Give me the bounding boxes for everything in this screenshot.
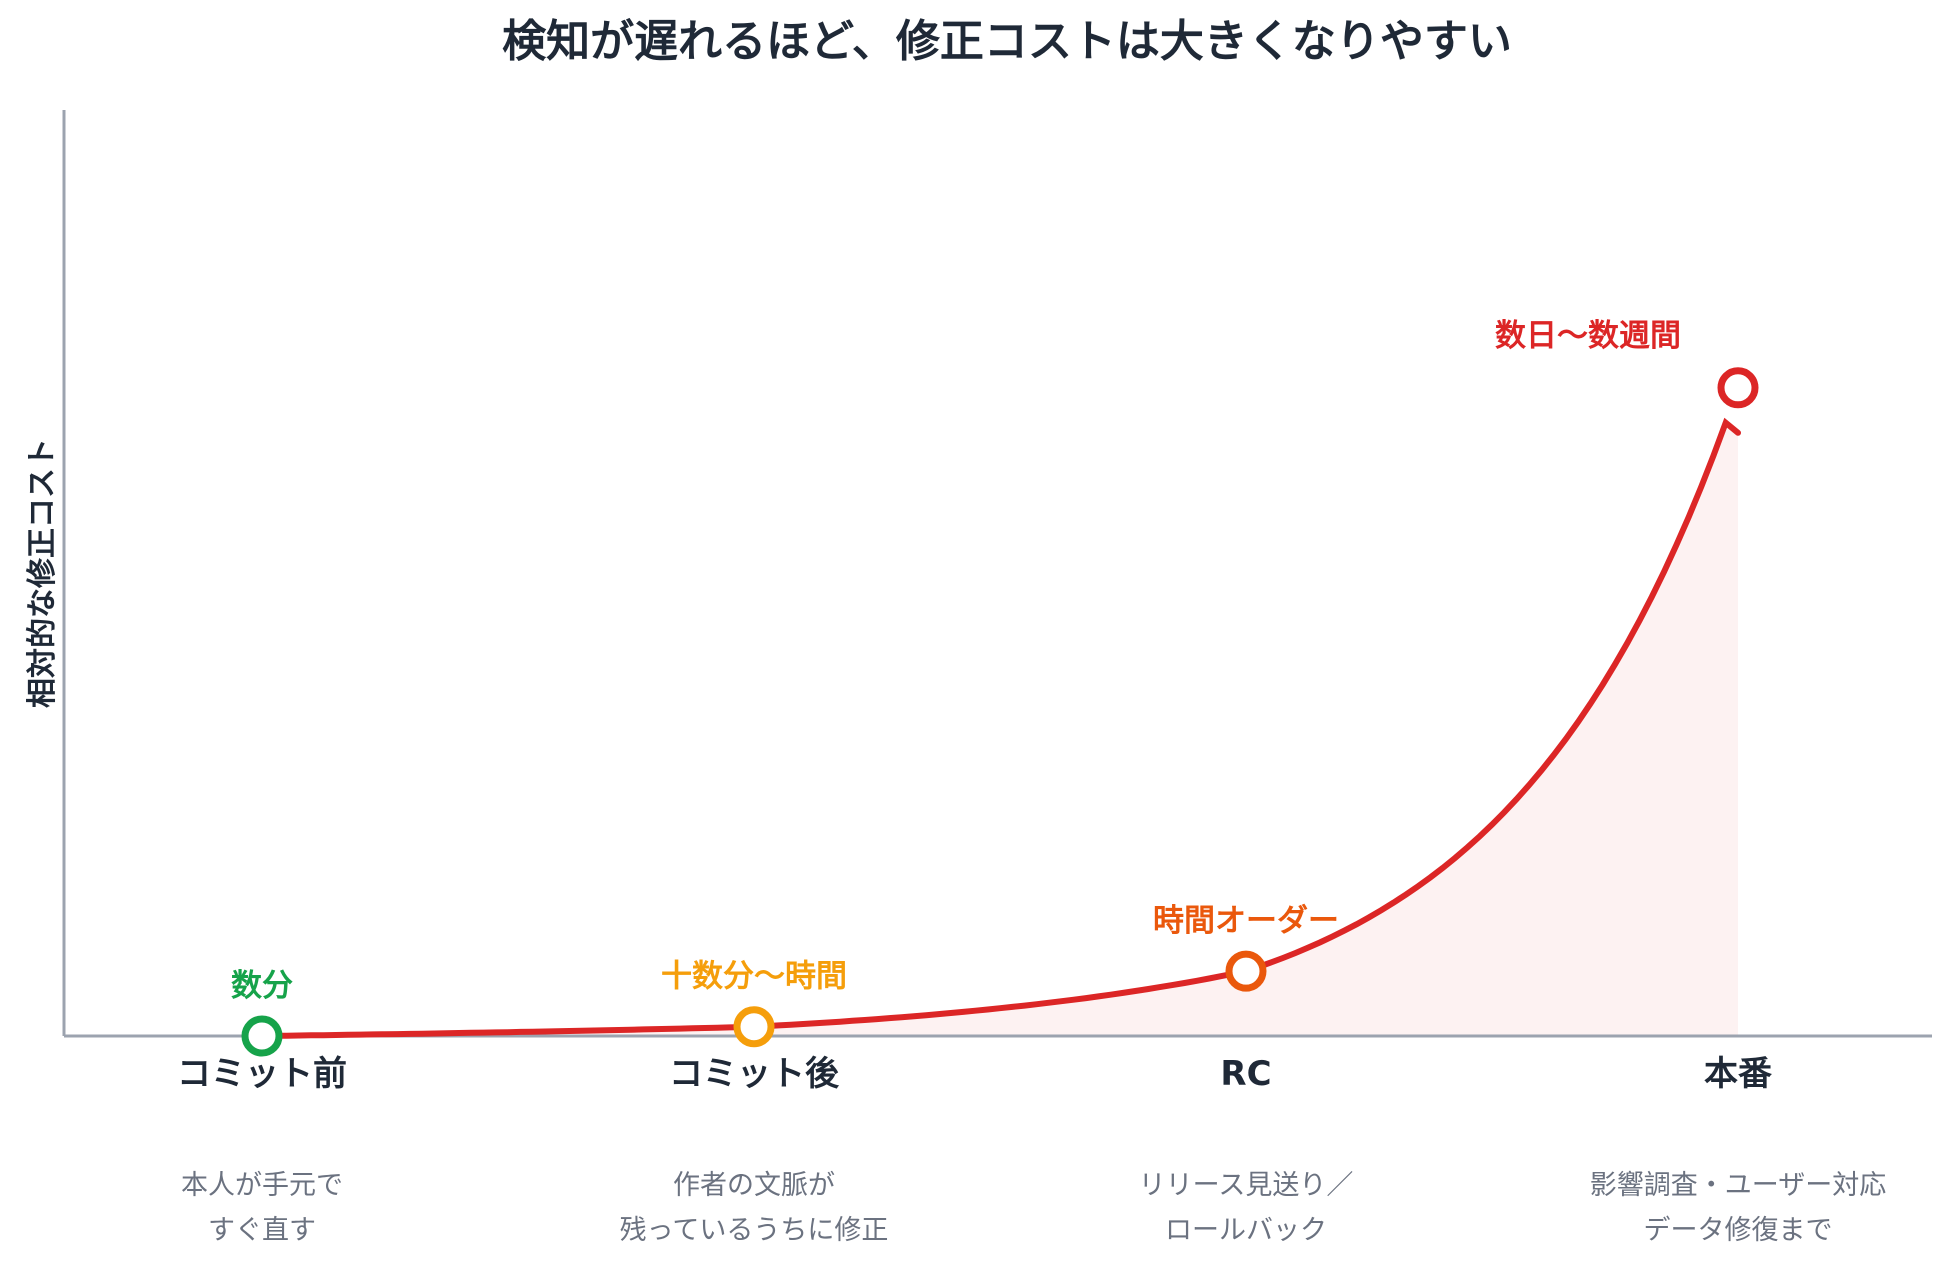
chart-title: 検知が遅れるほど、修正コストは大きくなりやすい	[502, 16, 1512, 67]
y-axis-label: 相対的な修正コスト	[25, 438, 60, 708]
stage-description-4-line-1: 影響調査・ユーザー対応	[1590, 1170, 1886, 1201]
x-tick-label-3: RC	[1220, 1054, 1271, 1094]
stage-description-2-line-1: 作者の文脈が	[673, 1170, 835, 1201]
x-tick-label-4: 本番	[1704, 1054, 1773, 1094]
stage-description-2-line-2: 残っているうちに修正	[620, 1215, 889, 1246]
x-tick-label-1: コミット前	[177, 1054, 347, 1094]
stage-description-1-line-2: すぐ直す	[208, 1215, 316, 1246]
point-label-1: 数分	[231, 968, 293, 1004]
stage-description-3-line-1: リリース見送り／	[1139, 1170, 1354, 1201]
point-label-2: 十数分〜時間	[661, 959, 847, 995]
stage-description-4-line-2: データ修復まで	[1644, 1215, 1833, 1246]
data-point-2	[733, 1006, 775, 1048]
data-point-3	[1225, 950, 1267, 992]
data-point-4	[1717, 367, 1759, 409]
stage-description-1-line-1: 本人が手元で	[181, 1170, 343, 1201]
x-tick-label-2: コミット後	[669, 1054, 840, 1094]
stage-description-3-line-2: ロールバック	[1165, 1215, 1327, 1246]
data-point-1	[241, 1015, 283, 1057]
point-label-3: 時間オーダー	[1153, 903, 1339, 939]
cost-area-fill	[262, 422, 1738, 1036]
point-label-4: 数日〜数週間	[1495, 318, 1681, 354]
cost-curve	[259, 417, 1741, 1039]
